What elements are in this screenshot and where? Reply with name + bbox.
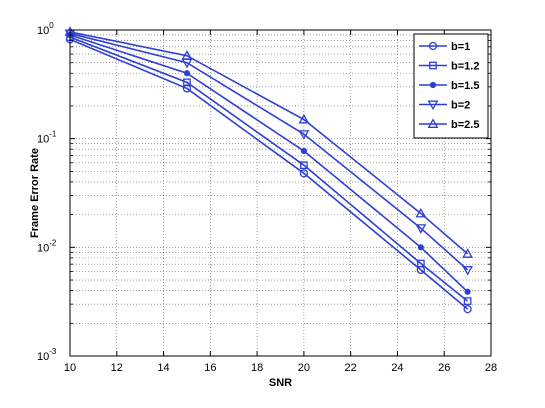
series-b=2.5 [64,26,474,258]
x-tick-label: 26 [438,362,450,374]
legend-item: b=1.2 [419,61,479,73]
y-tick-label: 10-1 [37,130,57,146]
x-axis-title: SNR [269,377,292,389]
series-b=2 [64,29,474,276]
data-point [298,113,310,124]
legend-item: b=1 [419,41,470,53]
data-point [415,224,427,234]
y-tick-label: 100 [37,21,54,37]
legend-item: b=2 [419,100,470,112]
data-point [417,244,424,251]
data-point [464,288,471,295]
data-point [183,78,191,87]
series-b=1.2 [66,33,472,305]
legend-box [413,33,489,139]
axis-ticks: 10 12 14 16 18 20 22 24 26 28 100 10-1 10-2 10-3 [37,21,497,374]
y-tick-label: 10-2 [37,238,57,254]
legend-item: b=1.5 [419,80,479,92]
legend-label: b=1.5 [451,80,479,92]
data-point [462,248,474,258]
data-point [298,130,310,140]
data-point [299,169,309,178]
x-tick-label: 24 [391,362,403,374]
legend-label: b=1 [451,41,470,53]
legend-marker [428,41,438,51]
data-point [463,304,472,314]
data-point [416,259,425,268]
x-tick-label: 14 [157,362,169,374]
series-line [69,36,469,302]
data-point [183,70,191,77]
legend: b=1 b=1.2 b=1.5 b=2 b=2.5 [413,33,489,139]
x-tick-label: 10 [64,362,76,374]
x-tick-label: 28 [485,362,497,374]
series-line [69,38,469,310]
x-tick-label: 16 [204,362,216,374]
legend-marker [427,100,439,111]
x-tick-label: 18 [251,362,263,374]
x-tick-label: 22 [345,362,357,374]
y-axis-title: Frame Error Rate [29,148,41,238]
legend-item: b=2.5 [419,118,479,131]
plot-area-frame [69,29,492,357]
x-tick-label: 12 [111,362,123,374]
legend-label: b=2.5 [451,119,479,131]
data-point [462,265,474,276]
series-line [69,32,469,271]
data-point [300,161,308,170]
data-point [300,147,307,155]
legend-marker [427,118,439,128]
series-group [64,26,474,314]
legend-label: b=2 [451,100,470,112]
data-point [463,297,472,305]
legend-label: b=1.2 [451,61,479,73]
data-point [181,50,193,60]
legend-items: b=1 b=1.2 b=1.5 b=2 b=2.5 [419,41,479,131]
series-b=1 [65,35,472,314]
x-tick-label: 20 [298,362,310,374]
y-tick-label: 10-3 [37,347,57,363]
data-point [415,207,427,218]
legend-marker [429,81,437,89]
series-line [69,31,469,255]
legend-marker [429,61,437,70]
